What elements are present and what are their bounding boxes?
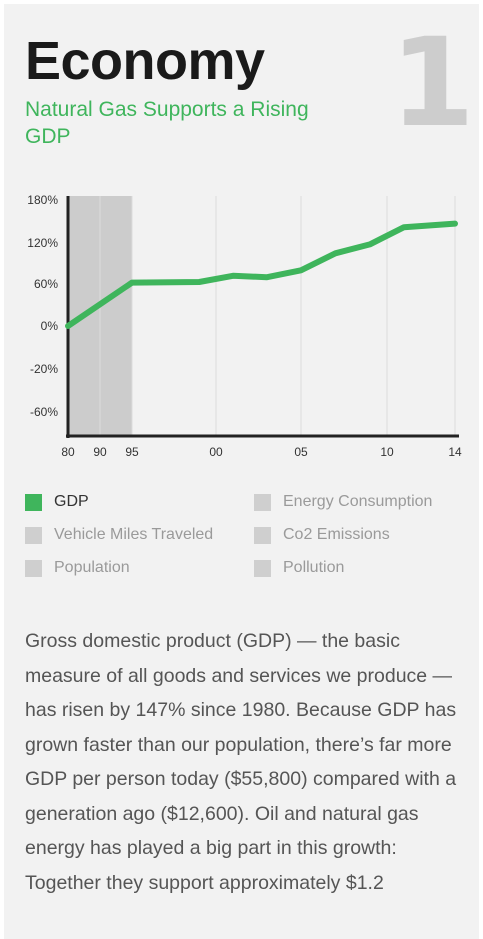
economy-card: 1 Economy Natural Gas Supports a Rising … bbox=[4, 4, 479, 939]
x-tick-label: 10 bbox=[380, 445, 394, 459]
legend-label: Population bbox=[54, 559, 130, 576]
page-title: Economy bbox=[25, 31, 265, 91]
legend-label: Vehicle Miles Traveled bbox=[54, 526, 214, 543]
legend-label: Pollution bbox=[283, 559, 345, 576]
legend-item-vehicle-miles-traveled[interactable]: Vehicle Miles Traveled bbox=[25, 525, 213, 545]
legend-item-gdp[interactable]: GDP bbox=[25, 492, 89, 512]
y-tick-label: 60% bbox=[34, 277, 58, 291]
x-tick-label: 00 bbox=[209, 445, 223, 459]
legend-item-population[interactable]: Population bbox=[25, 558, 130, 578]
gdp-line-chart: 180% 120% 60% 0% -20% -60% 80 90 95 00 05 10 14 bbox=[27, 193, 462, 459]
legend-label: GDP bbox=[54, 493, 89, 510]
legend-label: Co2 Emissions bbox=[283, 526, 390, 543]
x-tick-label: 90 bbox=[93, 445, 107, 459]
legend-swatch bbox=[254, 559, 271, 577]
legend-swatch bbox=[25, 559, 42, 577]
legend-swatch bbox=[254, 526, 271, 544]
page-subtitle: Natural Gas Supports a Rising GDP bbox=[25, 98, 309, 148]
x-tick-label: 05 bbox=[294, 445, 308, 459]
section-number: 1 bbox=[390, 12, 475, 154]
x-tick-label: 95 bbox=[125, 445, 139, 459]
legend-item-co2-emissions[interactable]: Co2 Emissions bbox=[254, 525, 390, 545]
series-line-gdp bbox=[65, 220, 458, 329]
y-tick-label: 180% bbox=[27, 193, 58, 207]
legend-label: Energy Consumption bbox=[283, 493, 433, 510]
legend-swatch bbox=[254, 493, 271, 511]
y-tick-label: -20% bbox=[30, 362, 58, 376]
body-paragraph: Gross domestic product (GDP) — the basic… bbox=[25, 630, 457, 894]
x-tick-label: 80 bbox=[61, 445, 75, 459]
legend-swatch bbox=[25, 493, 42, 511]
y-tick-label: -60% bbox=[30, 405, 58, 419]
x-tick-label: 14 bbox=[448, 445, 462, 459]
y-tick-label: 120% bbox=[27, 236, 58, 250]
legend-item-pollution[interactable]: Pollution bbox=[254, 558, 344, 578]
y-tick-label: 0% bbox=[41, 319, 59, 333]
legend-item-energy-consumption[interactable]: Energy Consumption bbox=[254, 492, 432, 512]
legend-swatch bbox=[25, 526, 42, 544]
